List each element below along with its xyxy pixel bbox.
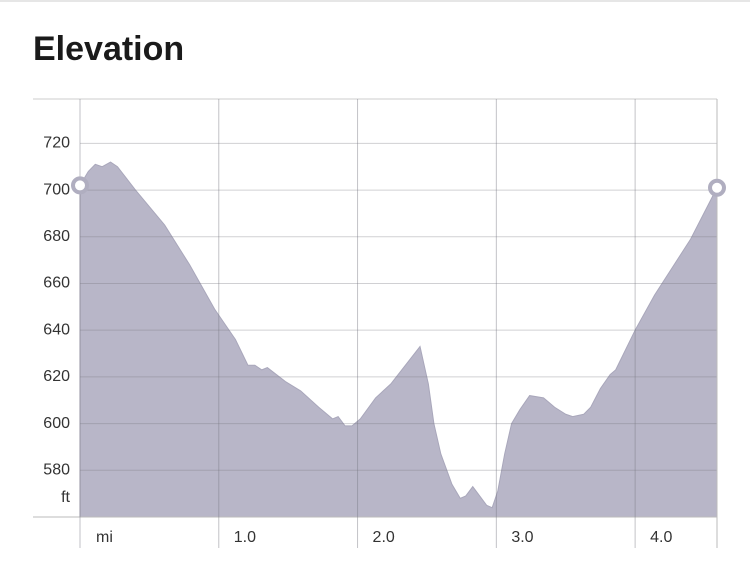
elevation-area xyxy=(79,161,718,518)
x-tick-label: 2.0 xyxy=(373,529,395,546)
y-tick-label: 700 xyxy=(43,181,70,198)
y-tick-label: 680 xyxy=(43,228,70,245)
endpoint-marker xyxy=(71,176,89,195)
y-axis-label: ft xyxy=(61,489,70,506)
y-tick-label: 640 xyxy=(43,321,70,338)
x-axis-label: mi xyxy=(96,529,113,546)
x-tick-label: 3.0 xyxy=(511,529,533,546)
y-tick-label: 580 xyxy=(43,462,70,479)
x-tick-label: 4.0 xyxy=(650,529,672,546)
endpoint-marker xyxy=(708,178,726,197)
y-tick-label: 620 xyxy=(43,368,70,385)
y-tick-label: 660 xyxy=(43,275,70,292)
y-tick-label: 720 xyxy=(43,135,70,152)
chart-title: Elevation xyxy=(33,30,184,68)
y-tick-label: 600 xyxy=(43,415,70,432)
x-tick-label: 1.0 xyxy=(234,529,256,546)
